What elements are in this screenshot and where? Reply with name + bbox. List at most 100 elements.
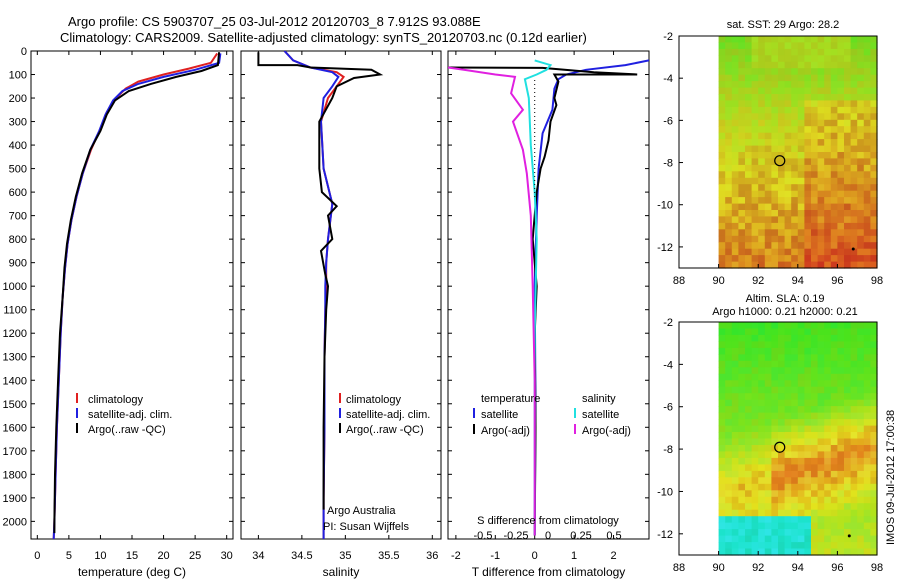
heatmap-cell: [778, 347, 786, 355]
heatmap-cell: [857, 509, 865, 517]
heatmap-cell: [870, 386, 878, 394]
heatmap-cell: [738, 94, 746, 101]
heatmap-cell: [745, 139, 753, 147]
heatmap-cell: [731, 522, 739, 530]
heatmap-cell: [837, 464, 845, 472]
heatmap-cell: [830, 334, 838, 342]
heatmap-cell: [837, 81, 845, 89]
heatmap-cell: [758, 119, 766, 127]
heatmap-cell: [725, 328, 733, 336]
heatmap-cell: [731, 197, 739, 205]
heatmap-cell: [844, 171, 852, 179]
heatmap-cell: [817, 229, 825, 237]
heatmap-cell: [870, 322, 878, 330]
heatmap-cell: [797, 412, 805, 420]
heatmap-cell: [731, 61, 739, 69]
heatmap-cell: [830, 119, 838, 127]
heatmap-cell: [850, 42, 858, 50]
heatmap-cell: [791, 222, 799, 230]
heatmap-cell: [738, 334, 746, 342]
heatmap-cell: [784, 222, 792, 230]
heatmap-cell: [804, 483, 812, 491]
heatmap-cell: [837, 119, 845, 127]
heatmap-cell: [857, 145, 865, 153]
heatmap-cell: [811, 522, 819, 530]
heatmap-cell: [778, 367, 786, 375]
heatmap-cell: [850, 61, 858, 69]
heatmap-cell: [731, 184, 739, 192]
legend-label: Argo(..raw -QC): [88, 424, 166, 436]
heatmap-cell: [758, 242, 766, 250]
heatmap-cell: [804, 203, 812, 211]
heatmap-cell: [791, 203, 799, 211]
heatmap-cell: [778, 48, 786, 56]
heatmap-cell: [863, 341, 871, 349]
heatmap-cell: [758, 535, 766, 543]
heatmap-cell: [804, 184, 812, 192]
heatmap-cell: [817, 210, 825, 217]
heatmap-cell: [817, 347, 825, 355]
heatmap-cell: [751, 360, 759, 368]
heatmap-cell: [870, 106, 878, 114]
heatmap-cell: [863, 509, 871, 517]
x-tick-label: 20: [157, 550, 169, 562]
heatmap-cell: [817, 503, 825, 511]
heatmap-cell: [758, 248, 766, 256]
heatmap-cell: [764, 451, 772, 459]
heatmap-cell: [778, 158, 786, 166]
heatmap-cell: [758, 393, 766, 401]
heatmap-cell: [778, 406, 786, 414]
y-tick-label: -12: [657, 529, 673, 541]
heatmap-cell: [870, 132, 878, 140]
heatmap-cell: [817, 216, 825, 224]
heatmap-cell: [837, 203, 845, 211]
x-tick-label: 94: [792, 275, 804, 287]
heatmap-cell: [791, 503, 799, 511]
heatmap-cell: [751, 399, 759, 407]
heatmap-cell: [725, 406, 733, 414]
heatmap-cell: [745, 100, 753, 108]
heatmap-cell: [764, 106, 772, 114]
heatmap-cell: [857, 548, 865, 556]
heatmap-cell: [824, 145, 832, 153]
heatmap-cell: [725, 470, 733, 478]
heatmap-cell: [758, 457, 766, 465]
heatmap-cell: [804, 261, 812, 269]
heatmap-cell: [771, 100, 779, 108]
heatmap-cell: [751, 36, 759, 43]
heatmap-cell: [870, 380, 878, 388]
heatmap-cell: [817, 522, 825, 530]
heatmap-cell: [791, 87, 799, 95]
heatmap-cell: [830, 373, 838, 381]
heatmap-cell: [745, 132, 753, 140]
heatmap-cell: [837, 210, 845, 217]
heatmap-cell: [837, 529, 845, 537]
heatmap-cell: [804, 119, 812, 127]
heatmap-cell: [863, 386, 871, 394]
heatmap-cell: [778, 412, 786, 420]
heatmap-cell: [837, 548, 845, 556]
heatmap-cell: [791, 490, 799, 498]
heatmap-cell: [731, 106, 739, 114]
heatmap-cell: [745, 470, 753, 478]
heatmap-cell: [863, 490, 871, 498]
heatmap-cell: [850, 432, 858, 440]
heatmap-cell: [844, 373, 852, 381]
sst-map-title: sat. SST: 29 Argo: 28.2: [727, 19, 840, 31]
heatmap-cell: [850, 470, 858, 478]
heatmap-cell: [758, 509, 766, 517]
heatmap-cell: [830, 184, 838, 192]
heatmap-cell: [837, 360, 845, 368]
heatmap-cell: [778, 522, 786, 530]
heatmap-cell: [824, 216, 832, 224]
heatmap-cell: [797, 380, 805, 388]
heatmap-cell: [718, 477, 726, 485]
heatmap-cell: [784, 171, 792, 179]
heatmap-cell: [778, 516, 786, 524]
heatmap-cell: [751, 535, 759, 543]
heatmap-cell: [751, 119, 759, 127]
heatmap-cell: [731, 483, 739, 491]
heatmap-cell: [718, 399, 726, 407]
x-tick-label: -1: [490, 550, 500, 562]
